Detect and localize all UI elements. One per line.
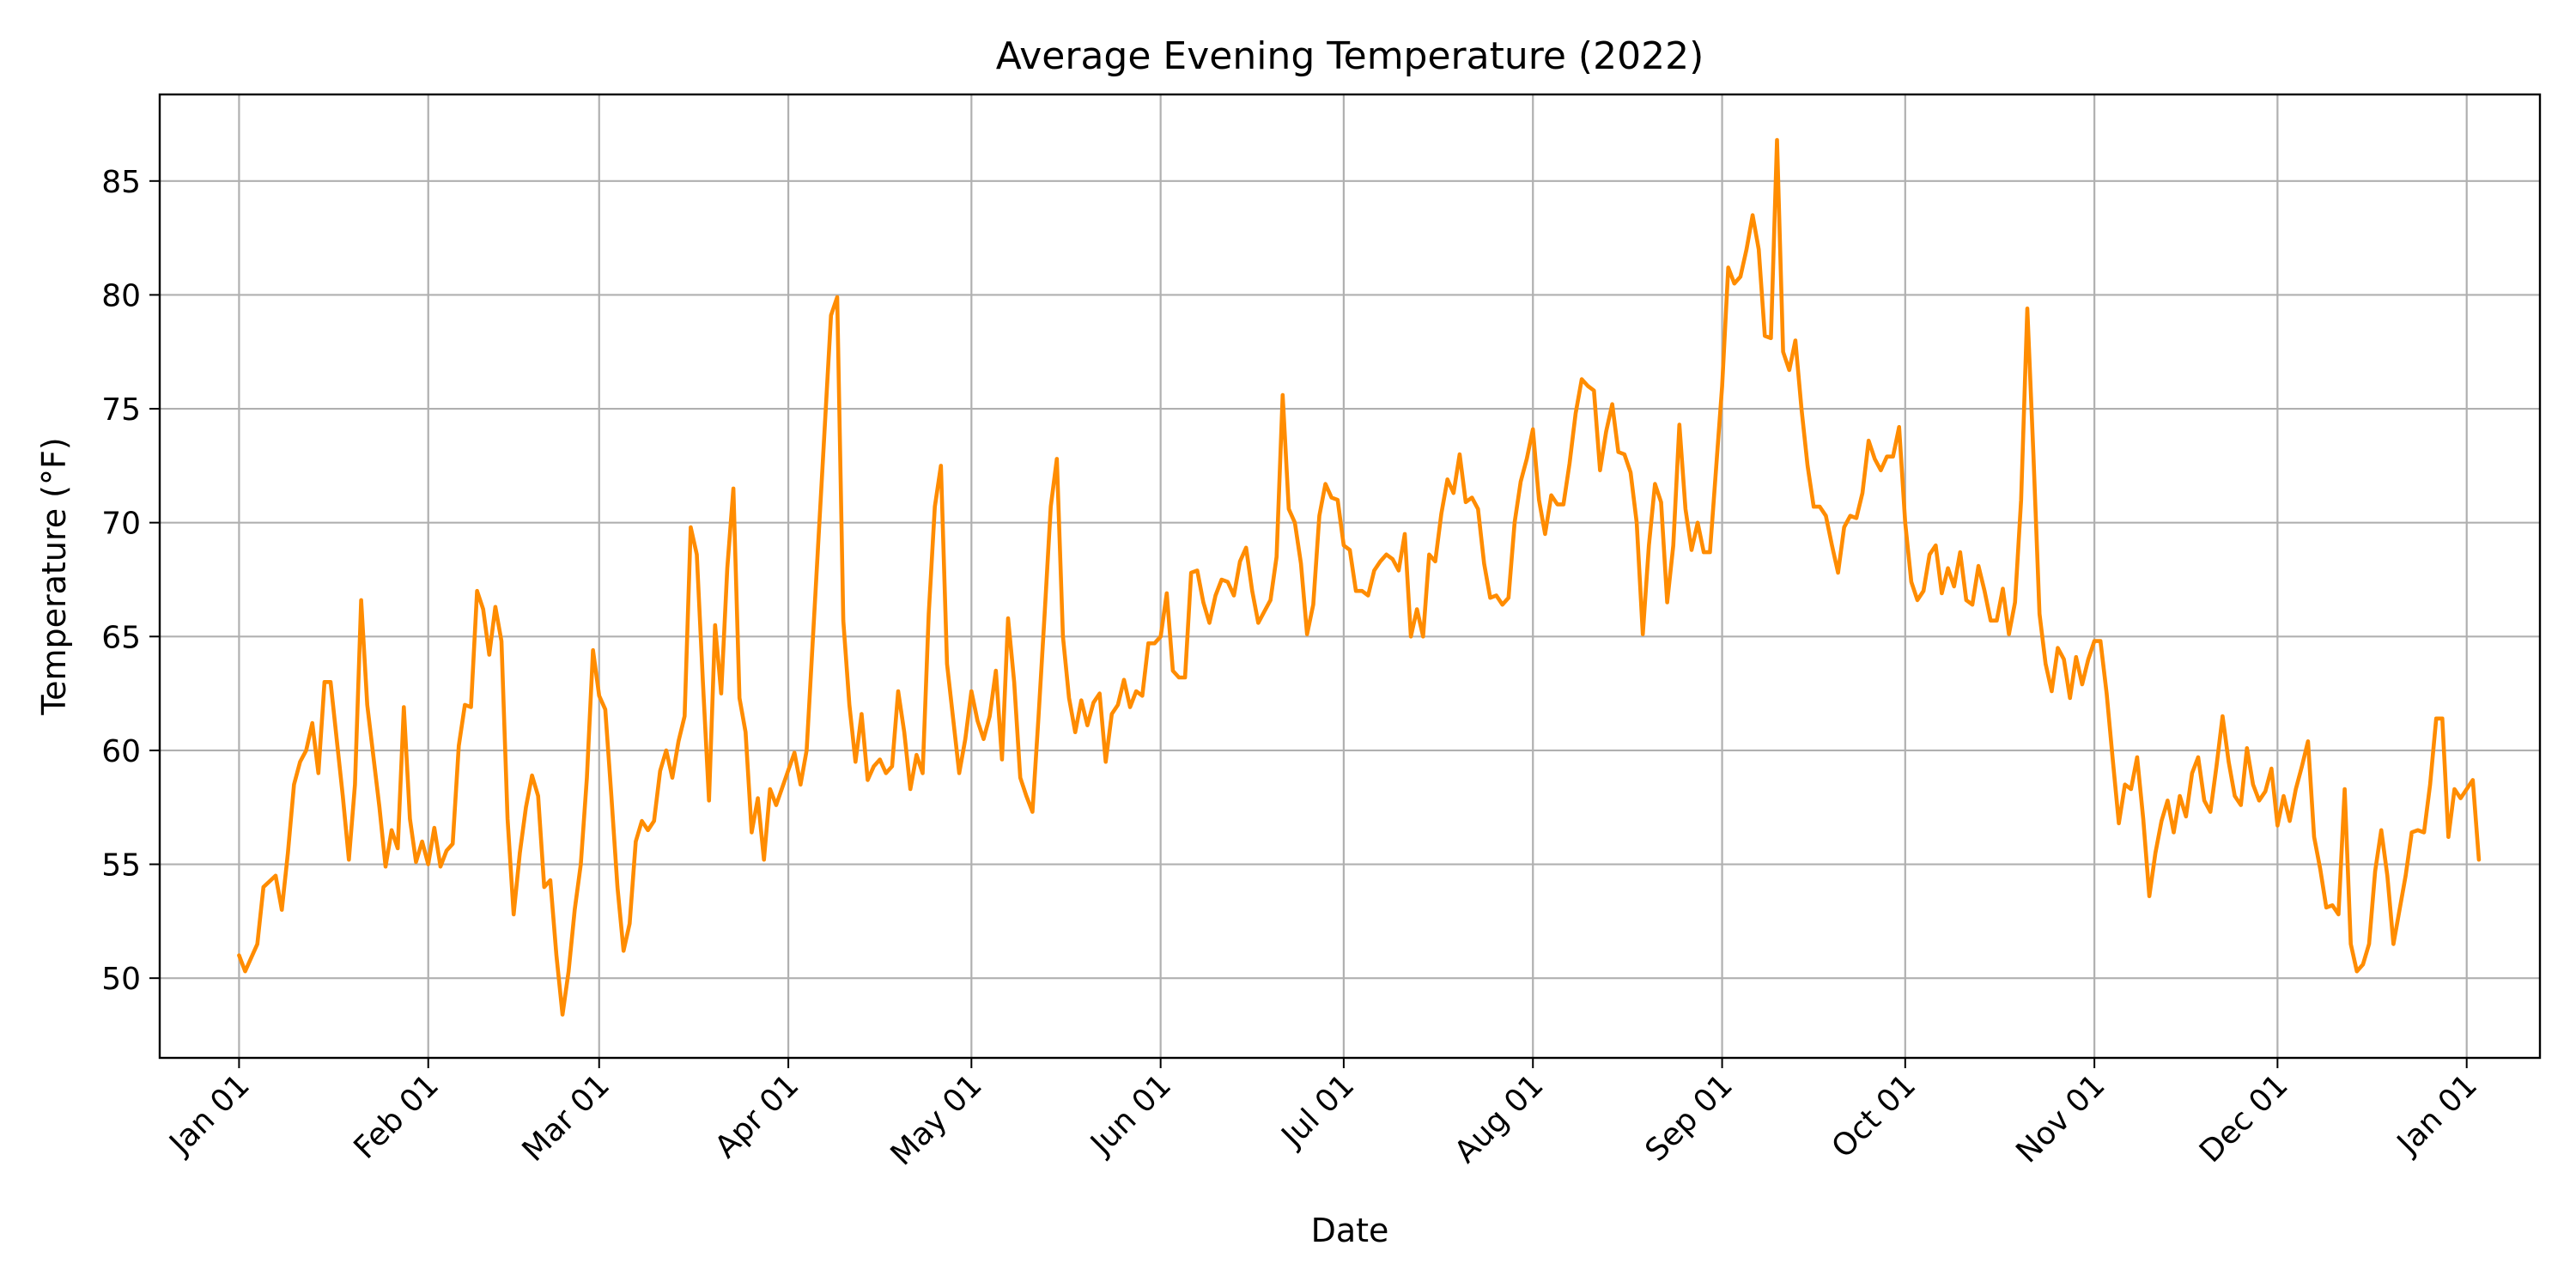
y-tick-label: 55 — [101, 848, 141, 884]
y-tick-label: 70 — [101, 507, 141, 542]
y-axis-label: Temperature (°F) — [35, 437, 73, 715]
y-tick-label: 50 — [101, 962, 141, 997]
y-tick-label: 75 — [101, 392, 141, 428]
temperature-series-line — [237, 137, 2482, 1017]
y-tick-label: 85 — [101, 165, 141, 200]
y-axis-ticks: 50 55 60 65 70 75 80 85 — [101, 165, 160, 997]
y-tick-label: 60 — [101, 734, 141, 769]
x-axis-label: Date — [1311, 1212, 1389, 1249]
plot-area-frame — [158, 93, 2542, 1060]
chart-title: Average Evening Temperature (2022) — [996, 34, 1704, 78]
y-tick-label: 65 — [101, 620, 141, 655]
gridlines — [160, 94, 2540, 1058]
series-layer — [237, 137, 2482, 1017]
y-tick-label: 80 — [101, 278, 141, 313]
